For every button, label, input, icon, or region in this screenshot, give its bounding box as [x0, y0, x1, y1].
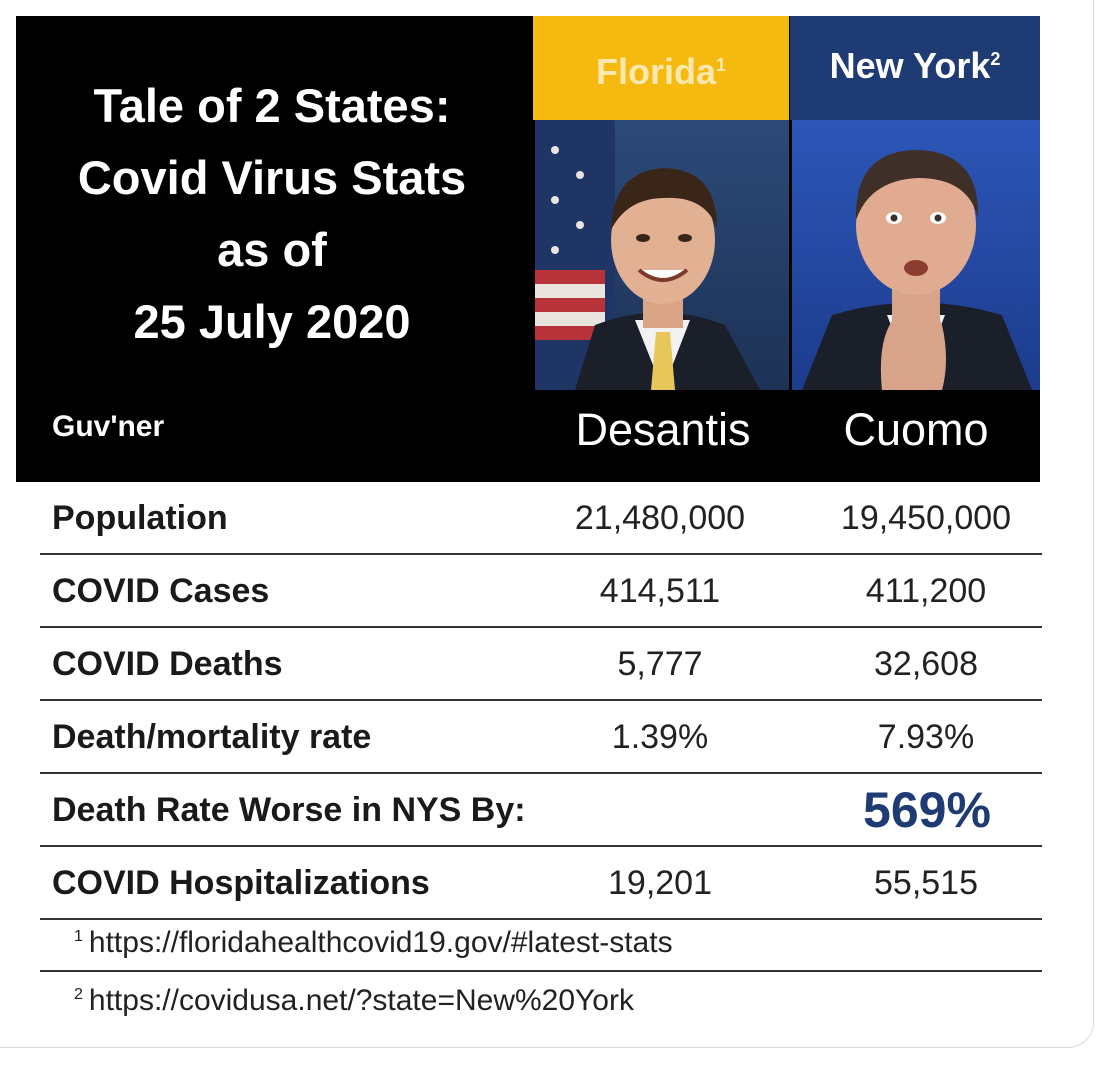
- florida-value: 5,777: [617, 645, 703, 683]
- title-line: Covid Virus Stats: [77, 151, 467, 204]
- new-york-value: 7.93%: [877, 718, 975, 756]
- new-york-header: New York2: [790, 16, 1040, 120]
- florida-value: 19,201: [608, 864, 712, 902]
- footnote-mark: 1: [74, 928, 83, 945]
- footnote-mark: 2: [74, 986, 83, 1003]
- table-row: Population 21,480,000 19,450,000: [40, 482, 1042, 555]
- title-line: as of: [217, 223, 327, 276]
- florida-governor-name: Desantis: [575, 404, 751, 455]
- row-label: Population: [52, 499, 228, 537]
- footnote-text: https://covidusa.net/?state=New%20York: [88, 984, 634, 1017]
- divider: [40, 970, 1042, 972]
- infographic: Tale of 2 States: Covid Virus Stats as o…: [16, 16, 1042, 1018]
- florida-value: 21,480,000: [574, 499, 746, 537]
- new-york-value: 55,515: [874, 864, 978, 902]
- row-label: COVID Hospitalizations: [52, 864, 430, 902]
- row-label: COVID Cases: [52, 572, 270, 610]
- new-york-state-name: New York: [829, 45, 991, 86]
- title-line: Tale of 2 States:: [93, 79, 451, 132]
- florida-governor-photo: [535, 120, 789, 390]
- table-row: COVID Cases 414,511 411,200: [40, 555, 1042, 628]
- new-york-value: 19,450,000: [840, 499, 1012, 537]
- table-row: COVID Hospitalizations 19,201 55,515: [40, 847, 1042, 920]
- footnote-text: https://floridahealthcovid19.gov/#latest…: [88, 926, 673, 959]
- row-label: Death Rate Worse in NYS By:: [52, 791, 526, 829]
- footnote: 1 https://floridahealthcovid19.gov/#lates…: [74, 926, 673, 960]
- infographic-title: Tale of 2 States: Covid Virus Stats as o…: [22, 70, 522, 358]
- table-row: Death/mortality rate 1.39% 7.93%: [40, 701, 1042, 774]
- footnote: 2 https://covidusa.net/?state=New%20York: [74, 984, 634, 1018]
- table-row: Death Rate Worse in NYS By: 569%: [40, 774, 1042, 847]
- row-label: COVID Deaths: [52, 645, 283, 683]
- table-row: COVID Deaths 5,777 32,608: [40, 628, 1042, 701]
- florida-state-name: Florida: [595, 51, 716, 92]
- highlight-value: 569%: [863, 782, 991, 838]
- title-line: 25 July 2020: [133, 295, 411, 348]
- new-york-governor-photo: [792, 120, 1040, 390]
- new-york-note-mark: 2: [990, 49, 1001, 69]
- florida-value: 414,511: [599, 572, 721, 610]
- florida-value: 1.39%: [611, 718, 709, 756]
- row-label: Death/mortality rate: [52, 718, 372, 756]
- new-york-value: 32,608: [874, 645, 978, 683]
- florida-note-mark: 1: [716, 55, 727, 75]
- florida-header: Florida1: [533, 16, 789, 120]
- new-york-value: 411,200: [865, 572, 987, 610]
- new-york-governor-name: Cuomo: [843, 404, 989, 455]
- governor-label: Guv'ner: [52, 410, 165, 443]
